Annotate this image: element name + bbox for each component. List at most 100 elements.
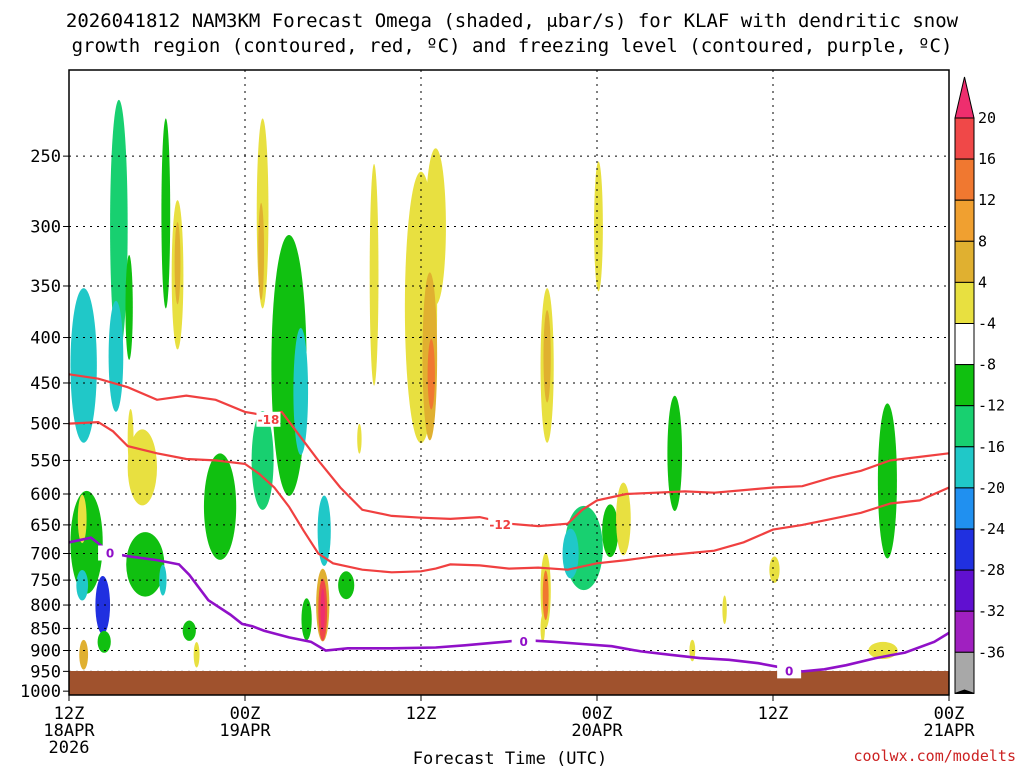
- omega-cell-24: [125, 254, 133, 360]
- chart-title-line1: 2026041812 NAM3KM Forecast Omega (shaded…: [66, 10, 959, 32]
- omega-cell-34: [542, 570, 549, 621]
- x-tick-label-4-0: 12Z: [758, 704, 789, 724]
- colorbar-bin-10: [954, 487, 975, 530]
- y-tick-label-10: 750: [30, 571, 61, 591]
- omega-cell-6: [161, 118, 171, 309]
- colorbar-label-1: 16: [978, 150, 996, 168]
- omega-cell-50: [722, 595, 727, 625]
- x-tick-label-3-0: 00Z: [582, 704, 613, 724]
- omega-cell-22: [97, 630, 111, 653]
- y-tick-label-9: 700: [30, 545, 61, 565]
- colorbar-label-0: 20: [978, 109, 996, 127]
- omega-cell-54: [616, 482, 631, 556]
- omega-cell-9: [203, 453, 237, 560]
- y-tick-label-4: 450: [30, 374, 61, 394]
- y-tick-label-2: 350: [30, 277, 61, 297]
- x-tick-label-1-0: 00Z: [230, 704, 261, 724]
- omega-cell-29: [427, 339, 435, 410]
- omega-cell-14: [338, 571, 355, 600]
- colorbar-label-9: -20: [978, 479, 1005, 497]
- omega-cell-2: [108, 300, 124, 412]
- dgz-contour-label-0-bg: [256, 411, 281, 427]
- omega-cell-23: [182, 620, 196, 641]
- temperature-contours: -18 -12 0 0 0: [69, 373, 949, 679]
- y-tick-label-8: 650: [30, 516, 61, 536]
- colorbar-bin-3: [954, 199, 975, 242]
- dgz-contour-label-1-bg: [488, 516, 513, 532]
- omega-cell-8: [159, 564, 167, 596]
- colorbar-label-7: -12: [978, 397, 1005, 415]
- omega-cell-5: [76, 569, 89, 601]
- omega-cell-4: [95, 576, 111, 635]
- y-tick-label-0: 250: [30, 147, 61, 167]
- omega-cell-30: [369, 164, 379, 386]
- freezing-label-2: 0: [785, 664, 793, 678]
- y-tick-label-7: 600: [30, 485, 61, 505]
- plot-background: [69, 70, 949, 695]
- colorbar-bottom-arrow: [954, 689, 975, 694]
- colorbar: 20 16 12 8 4 -4 -8 -12 -16 -20 -24 -28 -32 -36: [954, 76, 1005, 694]
- colorbar-label-3: 8: [978, 232, 987, 250]
- x-tick-label-5-0: 00Z: [934, 704, 965, 724]
- y-tick-label-1: 300: [30, 217, 61, 237]
- colorbar-bin-12: [954, 569, 975, 612]
- y-tick-label-12: 850: [30, 619, 61, 639]
- y-tick-label-15: 1000: [20, 682, 61, 702]
- omega-cell-27: [425, 148, 446, 305]
- omega-cell-38: [320, 588, 325, 632]
- colorbar-label-11: -28: [978, 561, 1005, 579]
- omega-cell-53: [193, 642, 200, 668]
- y-tick-label-11: 800: [30, 596, 61, 616]
- omega-cell-40: [258, 202, 265, 300]
- colorbar-bin-7: [954, 364, 975, 407]
- colorbar-bin-11: [954, 528, 975, 571]
- omega-cell-17: [562, 528, 579, 579]
- dgz-contour-label-1: -12: [489, 518, 511, 532]
- y-tick-label-5: 500: [30, 415, 61, 435]
- pressure-axis: 2503003504004505005506006507007508008509…: [20, 147, 69, 702]
- x-tick-label-0-1: 18APR: [43, 721, 95, 741]
- chart-title-line2: growth region (contoured, red, ºC) and f…: [72, 35, 953, 57]
- colorbar-label-4: 4: [978, 273, 987, 291]
- colorbar-bin-9: [954, 446, 975, 489]
- colorbar-bin-8: [954, 405, 975, 448]
- omega-cell-48: [769, 556, 780, 583]
- x-tick-label-1-1: 19APR: [219, 721, 271, 741]
- colorbar-label-10: -24: [978, 520, 1005, 538]
- omega-cell-18: [602, 504, 619, 558]
- x-axis-title: Forecast Time (UTC): [413, 749, 607, 768]
- colorbar-bin-1: [954, 117, 975, 160]
- omega-cell-12: [251, 411, 274, 510]
- y-tick-label-13: 900: [30, 641, 61, 661]
- omega-cell-11: [293, 327, 309, 455]
- freezing-label-0-bg: [98, 545, 123, 561]
- freezing-label-2-bg: [777, 663, 802, 679]
- omega-cell-35: [594, 161, 603, 292]
- omega-cell-52: [540, 614, 545, 643]
- omega-cell-51: [357, 423, 362, 454]
- omega-cell-32: [543, 310, 551, 403]
- omega-cell-45: [79, 639, 89, 670]
- colorbar-label-2: 12: [978, 191, 996, 209]
- x-tick-label-3-1: 20APR: [571, 721, 623, 741]
- omega-cell-42: [174, 222, 181, 305]
- colorbar-bin-6: [954, 323, 975, 366]
- omega-cell-0: [70, 288, 97, 443]
- omega-shading: [70, 99, 898, 670]
- colorbar-label-13: -36: [978, 643, 1005, 661]
- omega-cell-7: [126, 532, 165, 597]
- omega-cell-13: [317, 495, 331, 566]
- omega-cell-21: [301, 598, 312, 641]
- x-tick-label-2-0: 12Z: [406, 704, 437, 724]
- colorbar-label-5: -4: [978, 315, 996, 333]
- omega-cell-19: [667, 395, 683, 511]
- y-tick-label-3: 400: [30, 329, 61, 349]
- x-tick-label-0-2: 2026: [49, 738, 90, 758]
- omega-cell-44: [77, 494, 87, 544]
- credit-link[interactable]: coolwx.com/modelts: [853, 747, 1016, 765]
- freezing-label-0: 0: [106, 547, 114, 561]
- dgz-contour-label-0: -18: [258, 413, 280, 427]
- x-tick-label-0-0: 12Z: [54, 704, 85, 724]
- colorbar-bin-2: [954, 158, 975, 201]
